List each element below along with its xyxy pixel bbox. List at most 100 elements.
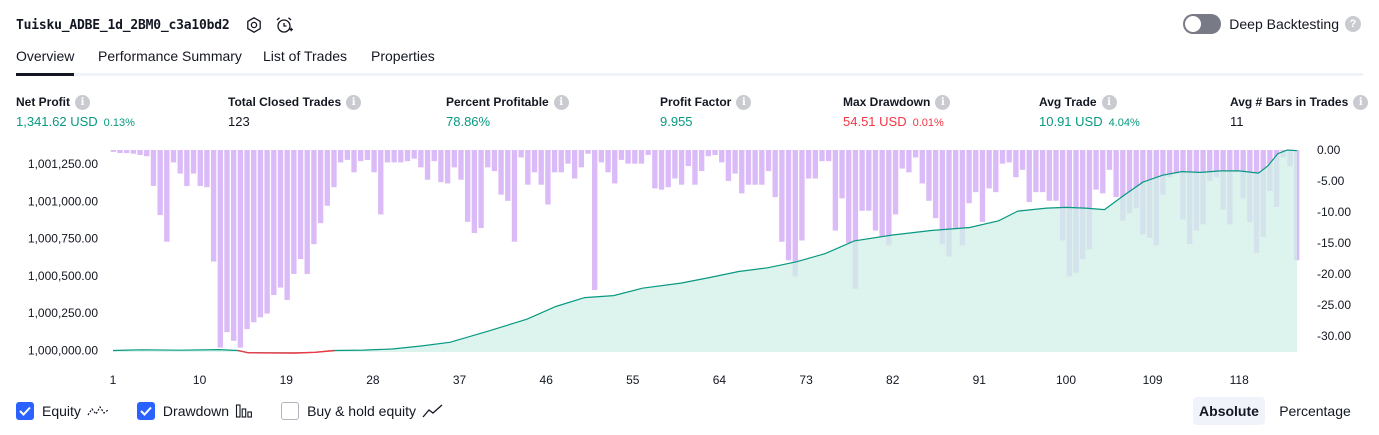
- drawdown-bar: [558, 150, 564, 173]
- drawdown-bar: [852, 150, 859, 289]
- drawdown-bar: [625, 150, 631, 164]
- y-left-tick-label: 1,000,000.00: [28, 344, 98, 358]
- drawdown-bar: [892, 150, 899, 215]
- drawdown-bar: [585, 150, 591, 154]
- drawdown-bar: [505, 150, 511, 201]
- drawdown-bar: [879, 150, 885, 237]
- drawdown-bars-icon: [235, 403, 253, 419]
- drawdown-checkbox[interactable]: [136, 402, 155, 420]
- info-icon[interactable]: i: [1101, 94, 1117, 110]
- metric-total-closed-trades: Total Closed Trades i 123: [228, 94, 362, 130]
- drawdown-bar: [732, 150, 738, 174]
- drawdown-bar: [906, 150, 912, 173]
- drawdown-bar: [705, 150, 712, 157]
- deep-backtesting-toggle[interactable]: [1183, 14, 1222, 34]
- drawdown-bar: [404, 150, 411, 162]
- drawdown-bar: [759, 150, 765, 185]
- drawdown-bar: [364, 150, 371, 160]
- drawdown-bar: [712, 150, 718, 155]
- metric-value: 11: [1230, 114, 1244, 129]
- drawdown-bar: [551, 150, 558, 173]
- drawdown-bar: [458, 150, 464, 180]
- drawdown-bar: [1019, 150, 1026, 170]
- metric-value: 9.955: [660, 114, 693, 129]
- drawdown-bar: [1213, 150, 1220, 178]
- equity-checkbox[interactable]: [16, 402, 34, 420]
- metric-value: 123: [228, 114, 250, 129]
- drawdown-bar: [772, 150, 778, 198]
- gear-hex-icon[interactable]: [244, 15, 264, 35]
- info-icon[interactable]: i: [75, 94, 90, 110]
- info-icon[interactable]: i: [736, 94, 752, 110]
- drawdown-bar: [839, 150, 845, 199]
- drawdown-bar: [1173, 150, 1179, 174]
- drawdown-bar: [565, 150, 571, 164]
- tab-overview[interactable]: Overview: [16, 48, 75, 76]
- y-left-tick-label: 1,001,000.00: [28, 194, 98, 208]
- drawdown-bar: [317, 150, 324, 224]
- buy-hold-toggle[interactable]: Buy & hold equity: [281, 402, 444, 420]
- drawdown-bar: [204, 150, 210, 188]
- drawdown-bar: [719, 150, 725, 163]
- metric-profit-factor: Profit Factor i 9.955: [660, 94, 752, 130]
- drawdown-bar: [1033, 150, 1039, 193]
- help-icon[interactable]: ?: [1345, 16, 1361, 32]
- metric-max-drawdown: Max Drawdown i 54.51 USD 0.01%: [843, 94, 951, 130]
- drawdown-toggle[interactable]: Drawdown: [136, 402, 253, 420]
- equity-toggle[interactable]: Equity: [16, 402, 109, 420]
- equity-line-icon: [87, 403, 109, 419]
- drawdown-bar: [277, 150, 284, 288]
- tab-performance-summary[interactable]: Performance Summary: [98, 48, 242, 64]
- drawdown-bar: [1106, 150, 1113, 170]
- tab-bar: Overview Performance Summary List of Tra…: [16, 46, 1363, 76]
- drawdown-bar: [926, 150, 932, 201]
- y-right-tick-label: -15.00: [1317, 236, 1351, 250]
- y-right-tick-label: 0.00: [1317, 143, 1341, 157]
- info-icon[interactable]: i: [935, 94, 951, 110]
- drawdown-bar: [485, 150, 491, 168]
- info-icon[interactable]: i: [346, 94, 362, 110]
- metric-value: 54.51 USD: [843, 114, 907, 129]
- info-icon[interactable]: i: [1353, 94, 1369, 110]
- percentage-mode-button[interactable]: Percentage: [1279, 403, 1351, 419]
- drawdown-bar: [632, 150, 638, 164]
- drawdown-bar: [959, 150, 966, 246]
- info-icon[interactable]: i: [553, 94, 569, 110]
- drawdown-bar: [411, 150, 417, 159]
- drawdown-bar: [1026, 150, 1032, 203]
- metric-label: Percent Profitable: [446, 95, 549, 109]
- tab-list-of-trades[interactable]: List of Trades: [263, 48, 348, 64]
- drawdown-bar: [110, 150, 117, 152]
- drawdown-bar: [384, 150, 391, 163]
- drawdown-bar: [932, 150, 939, 219]
- drawdown-bar: [1013, 150, 1019, 178]
- metric-net-profit: Net Profit i 1,341.62 USD 0.13%: [16, 94, 135, 130]
- drawdown-bar: [197, 150, 203, 186]
- drawdown-bar: [525, 150, 531, 185]
- absolute-mode-button[interactable]: Absolute: [1193, 397, 1265, 425]
- tab-properties[interactable]: Properties: [371, 48, 435, 64]
- drawdown-bar: [1100, 150, 1106, 194]
- equity-drawdown-chart[interactable]: 1,001,250.00 1,001,000.00 1,000,750.00 1,00…: [0, 140, 1379, 390]
- drawdown-bar: [117, 150, 123, 154]
- drawdown-bar: [999, 150, 1006, 164]
- metric-avg-trade: Avg Trade i 10.91 USD 4.04%: [1039, 94, 1140, 130]
- drawdown-bar: [271, 150, 277, 295]
- x-tick-label: 46: [540, 373, 554, 387]
- drawdown-bar: [745, 150, 752, 185]
- drawdown-bar: [886, 150, 892, 246]
- drawdown-bar: [244, 150, 250, 330]
- equity-loss-line: [237, 349, 335, 354]
- drawdown-bar: [150, 150, 157, 186]
- drawdown-bar: [792, 150, 798, 277]
- buy-hold-checkbox[interactable]: [281, 402, 300, 420]
- drawdown-bar: [993, 150, 999, 193]
- drawdown-bar: [571, 150, 578, 179]
- metric-percent-profitable: Percent Profitable i 78.86%: [446, 94, 569, 130]
- drawdown-bar: [779, 150, 785, 242]
- alarm-clock-plus-icon[interactable]: [274, 15, 294, 35]
- drawdown-bar: [170, 150, 177, 163]
- drawdown-bar: [358, 150, 364, 162]
- metric-percent: 0.01%: [912, 117, 944, 129]
- drawdown-bar: [986, 150, 992, 189]
